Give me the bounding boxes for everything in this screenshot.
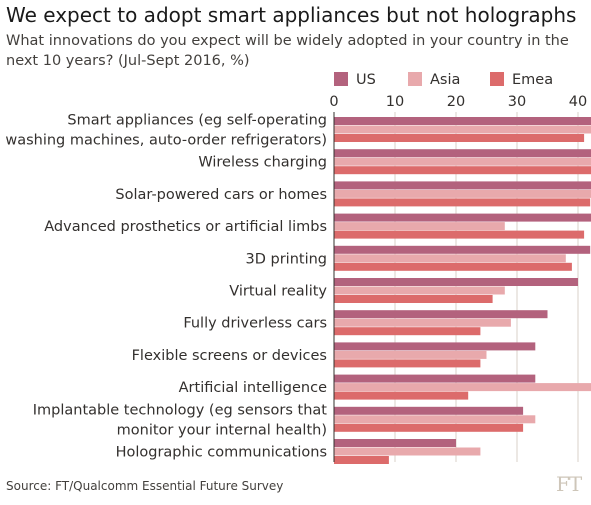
bar bbox=[334, 181, 591, 190]
bar bbox=[334, 157, 591, 166]
category-label: Solar-powered cars or homes bbox=[115, 187, 327, 203]
bar bbox=[334, 254, 566, 263]
category-label: monitor your internal health) bbox=[117, 422, 327, 438]
x-tick-label: 10 bbox=[386, 94, 404, 110]
chart-title: We expect to adopt smart appliances but … bbox=[6, 3, 577, 27]
bar bbox=[334, 342, 536, 351]
category-label: Advanced prosthetics or artificial limbs bbox=[44, 219, 327, 235]
category-label: Virtual reality bbox=[229, 284, 327, 300]
legend-label-emea: Emea bbox=[512, 72, 554, 88]
bar bbox=[334, 318, 511, 327]
legend-item-us: US bbox=[334, 72, 376, 88]
bar bbox=[334, 189, 591, 198]
bar bbox=[334, 222, 505, 231]
category-label: Implantable technology (eg sensors that bbox=[33, 402, 328, 418]
bar bbox=[334, 406, 524, 415]
legend-label-asia: Asia bbox=[430, 72, 461, 88]
ft-logo: FT bbox=[556, 472, 582, 496]
category-label: Flexible screens or devices bbox=[132, 348, 327, 364]
bar bbox=[334, 213, 591, 222]
legend-item-emea: Emea bbox=[490, 72, 553, 88]
bar bbox=[334, 198, 591, 207]
bar bbox=[334, 374, 536, 383]
category-label: Artificial intelligence bbox=[179, 380, 327, 396]
legend-label-us: US bbox=[356, 72, 376, 88]
bar bbox=[334, 117, 591, 125]
bar bbox=[334, 262, 572, 271]
legend-item-asia: Asia bbox=[408, 72, 460, 88]
bar bbox=[334, 383, 591, 392]
bar bbox=[334, 286, 505, 295]
legend-swatch-asia bbox=[408, 72, 422, 86]
category-label: Fully driverless cars bbox=[183, 316, 327, 332]
bar bbox=[334, 456, 389, 464]
bar bbox=[334, 149, 591, 158]
bar-chart: 0102030405060Smart appliances (eg self-o… bbox=[5, 94, 591, 464]
bar bbox=[334, 310, 548, 319]
category-label: 3D printing bbox=[246, 251, 328, 267]
x-tick-label: 40 bbox=[569, 94, 587, 110]
legend-swatch-us bbox=[334, 72, 348, 86]
bar bbox=[334, 359, 481, 368]
x-tick-label: 20 bbox=[447, 94, 465, 110]
x-tick-label: 30 bbox=[508, 94, 526, 110]
bar bbox=[334, 439, 456, 447]
bar bbox=[334, 423, 524, 432]
bar bbox=[334, 125, 591, 134]
category-label: washing machines, auto-order refrigerato… bbox=[5, 133, 327, 149]
bar bbox=[334, 295, 493, 303]
category-label: Smart appliances (eg self-operating bbox=[67, 113, 327, 129]
bar bbox=[334, 230, 585, 239]
bar bbox=[334, 447, 481, 456]
legend-swatch-emea bbox=[490, 72, 504, 86]
category-label: Wireless charging bbox=[198, 155, 327, 171]
bar bbox=[334, 415, 536, 424]
bar bbox=[334, 327, 481, 336]
bar bbox=[334, 245, 591, 254]
bar bbox=[334, 391, 469, 400]
category-label: Holographic communications bbox=[116, 445, 327, 461]
bar bbox=[334, 278, 578, 286]
bar bbox=[334, 134, 585, 142]
bar bbox=[334, 350, 487, 359]
chart-subtitle: What innovations do you expect will be w… bbox=[6, 33, 569, 69]
x-tick-label: 0 bbox=[329, 94, 338, 110]
bar bbox=[334, 166, 591, 175]
source-note: Source: FT/Qualcomm Essential Future Sur… bbox=[6, 479, 284, 493]
